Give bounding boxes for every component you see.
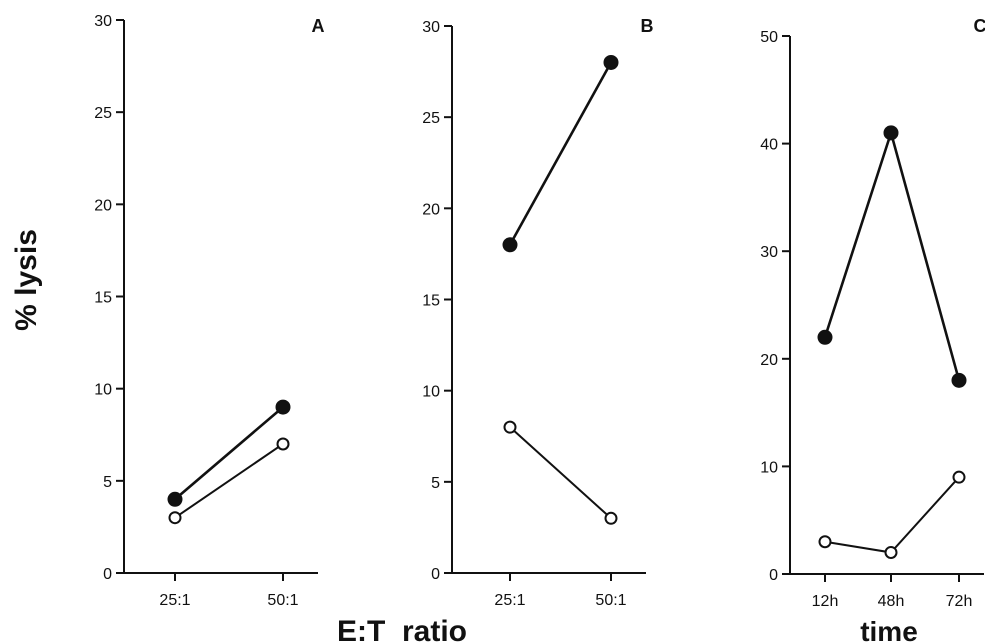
y-tick-label: 10 <box>760 459 778 476</box>
data-point-open <box>884 545 898 559</box>
y-tick-label: 50 <box>760 29 778 46</box>
series-line-filled <box>508 61 613 246</box>
x-tick-label: 12h <box>812 593 839 610</box>
x-tick-label: 25:1 <box>494 592 525 609</box>
panels: 0 5 10 15 20 25 30 25:1 50:1 A 0 5 10 15 20 25 30 25:1 50:… <box>94 13 985 610</box>
series-line-open <box>509 426 612 520</box>
y-tick-label: 0 <box>431 566 440 583</box>
panel-a: 0 5 10 15 20 25 30 25:1 50:1 A <box>94 13 324 609</box>
y-tick-label: 25 <box>94 105 112 122</box>
data-point-filled <box>502 237 518 253</box>
data-point-filled <box>167 491 183 507</box>
y-tick-label: 15 <box>422 293 440 310</box>
x-axis-title-time: time <box>860 616 918 643</box>
panel-label: B <box>641 16 654 36</box>
y-tick-label: 10 <box>94 382 112 399</box>
y-tick-label: 5 <box>431 475 440 492</box>
y-tick-label: 20 <box>422 201 440 218</box>
y-tick-label: 30 <box>760 244 778 261</box>
panel-label: A <box>312 16 325 36</box>
y-tick-label: 40 <box>760 137 778 154</box>
x-tick-label: 48h <box>878 593 905 610</box>
y-tick-label: 20 <box>94 197 112 214</box>
data-point-filled <box>603 54 619 70</box>
data-point-open <box>503 420 517 434</box>
data-point-open <box>168 511 182 525</box>
series-line-open <box>824 476 960 554</box>
y-tick-label: 0 <box>103 566 112 583</box>
data-point-open <box>276 437 290 451</box>
y-tick-label: 30 <box>422 19 440 36</box>
data-point-open <box>818 535 832 549</box>
series-line-filled <box>823 128 961 381</box>
y-tick-label: 20 <box>760 352 778 369</box>
x-tick-label: 50:1 <box>267 592 298 609</box>
series-line-filled <box>174 406 284 501</box>
series-line-open <box>174 443 284 519</box>
panel-c: 0 10 20 30 40 50 12h 48h 72h C <box>760 16 985 610</box>
y-axis-title: % lysis <box>10 229 43 331</box>
x-tick-label: 50:1 <box>595 592 626 609</box>
y-tick-label: 15 <box>94 290 112 307</box>
y-tick-label: 5 <box>103 474 112 491</box>
y-tick-label: 10 <box>422 384 440 401</box>
x-axis-title-ratio: E:T ratio <box>337 615 467 643</box>
y-tick-label: 0 <box>769 567 778 584</box>
x-tick-label: 72h <box>946 593 973 610</box>
data-point-filled <box>817 329 833 345</box>
data-point-filled <box>883 125 899 141</box>
data-point-filled <box>275 399 291 415</box>
x-tick-label: 25:1 <box>159 592 190 609</box>
panel-label: C <box>974 16 985 36</box>
y-tick-label: 30 <box>94 13 112 30</box>
data-point-filled <box>951 372 967 388</box>
data-point-open <box>604 511 618 525</box>
y-tick-label: 25 <box>422 110 440 127</box>
data-point-open <box>952 470 966 484</box>
panel-b: 0 5 10 15 20 25 30 25:1 50:1 B <box>422 16 653 609</box>
